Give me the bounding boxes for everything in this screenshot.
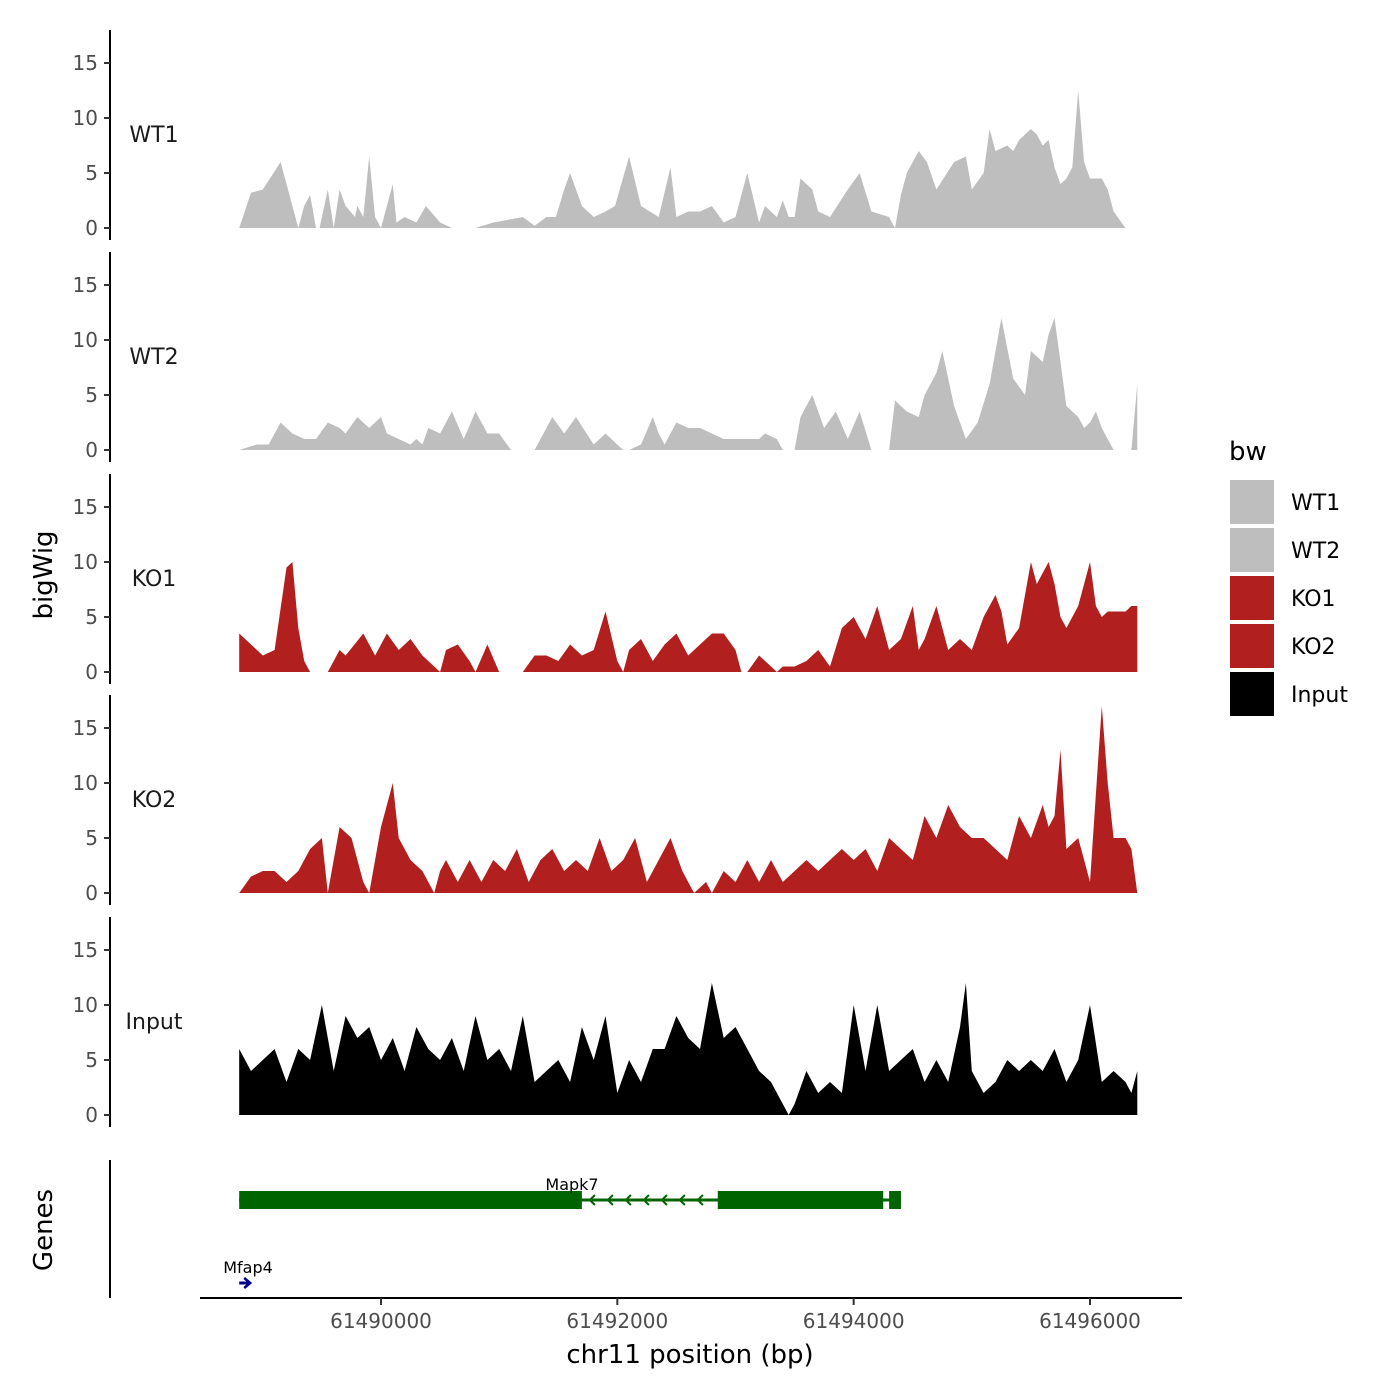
- area-ko1: [239, 562, 1138, 672]
- strand-arrow: [696, 1194, 704, 1206]
- legend-label-ko1: KO1: [1291, 587, 1336, 612]
- y-tick-label: 10: [73, 328, 98, 352]
- y-tick-label: 10: [73, 106, 98, 130]
- legend-label-ko2: KO2: [1291, 635, 1336, 660]
- strand-arrow: [660, 1194, 668, 1206]
- legend-label-wt1: WT1: [1291, 491, 1340, 516]
- y-tick-label: 0: [85, 881, 98, 905]
- y-tick-label: 0: [85, 1103, 98, 1127]
- area-wt2: [239, 318, 1138, 450]
- legend-key-wt2: [1230, 528, 1274, 572]
- y-tick-label: 15: [73, 716, 98, 740]
- gene-label-mapk7: Mapk7: [545, 1175, 598, 1194]
- track-label-wt1: WT1: [129, 123, 178, 148]
- legend: bw WT1 WT2 KO1 KO2 Input: [1229, 437, 1348, 716]
- strand-arrow: [588, 1194, 596, 1206]
- gene-label-mfap4: Mfap4: [223, 1258, 273, 1277]
- y-tick-label: 10: [73, 993, 98, 1017]
- track-label-ko1: KO1: [132, 567, 177, 592]
- y-tick-label: 10: [73, 550, 98, 574]
- x-axis: 61490000 61492000 61494000 61496000: [200, 1297, 1182, 1333]
- legend-label-wt2: WT2: [1291, 539, 1340, 564]
- area-input: [239, 983, 1138, 1115]
- track-label-input: Input: [126, 1010, 183, 1035]
- track-input: 0 5 10 15 Input: [73, 917, 1138, 1127]
- track-label-wt2: WT2: [129, 345, 178, 370]
- track-wt2: 0 5 10 15 WT2: [73, 252, 1138, 462]
- legend-label-input: Input: [1291, 683, 1348, 708]
- gene-mapk7-exon: [889, 1191, 901, 1209]
- signal-tracks: 0 5 10 15 WT1 0 5 10 15 WT2 0 5 10 15 KO1 0 5 10 15 KO2 0 5 10…: [73, 30, 1138, 1127]
- y-tick-label: 0: [85, 216, 98, 240]
- legend-key-input: [1230, 672, 1274, 716]
- y-tick-label: 15: [73, 273, 98, 297]
- y-tick-label: 5: [85, 161, 98, 185]
- y-tick-label: 15: [73, 495, 98, 519]
- strand-arrow: [624, 1194, 632, 1206]
- y-tick-label: 15: [73, 938, 98, 962]
- strand-arrow: [606, 1194, 614, 1206]
- strand-arrow: [642, 1194, 650, 1206]
- genes-panel: Mapk7 Mfap4: [109, 1160, 901, 1298]
- track-wt1: 0 5 10 15 WT1: [73, 30, 1138, 240]
- legend-key-ko1: [1230, 576, 1274, 620]
- strand-arrow: [243, 1277, 253, 1289]
- area-ko2: [239, 706, 1138, 893]
- x-tick-label: 61496000: [1039, 1309, 1141, 1333]
- legend-key-ko2: [1230, 624, 1274, 668]
- track-ko2: 0 5 10 15 KO2: [73, 695, 1138, 905]
- y-tick-label: 0: [85, 438, 98, 462]
- x-tick-label: 61490000: [330, 1309, 432, 1333]
- y-tick-label: 5: [85, 826, 98, 850]
- gene-mapk7-exon: [717, 1191, 884, 1209]
- gene-mapk7-exon: [239, 1191, 582, 1209]
- y-tick-label: 15: [73, 51, 98, 75]
- legend-key-wt1: [1230, 480, 1274, 524]
- y-tick-label: 0: [85, 660, 98, 684]
- y-axis-title: bigWig: [29, 530, 59, 619]
- track-label-ko2: KO2: [132, 788, 177, 813]
- genes-axis-title: Genes: [29, 1189, 59, 1271]
- y-tick-label: 5: [85, 1048, 98, 1072]
- track-ko1: 0 5 10 15 KO1: [73, 474, 1138, 684]
- strand-arrow: [678, 1194, 686, 1206]
- x-axis-title: chr11 position (bp): [566, 1340, 813, 1370]
- x-tick-label: 61494000: [803, 1309, 905, 1333]
- area-wt1: [239, 90, 1138, 228]
- y-tick-label: 5: [85, 605, 98, 629]
- gene-mfap4: Mfap4: [223, 1258, 273, 1289]
- x-tick-label: 61492000: [566, 1309, 668, 1333]
- y-tick-label: 10: [73, 771, 98, 795]
- gene-mapk7: Mapk7: [239, 1175, 901, 1209]
- legend-title: bw: [1229, 437, 1267, 467]
- y-tick-label: 5: [85, 383, 98, 407]
